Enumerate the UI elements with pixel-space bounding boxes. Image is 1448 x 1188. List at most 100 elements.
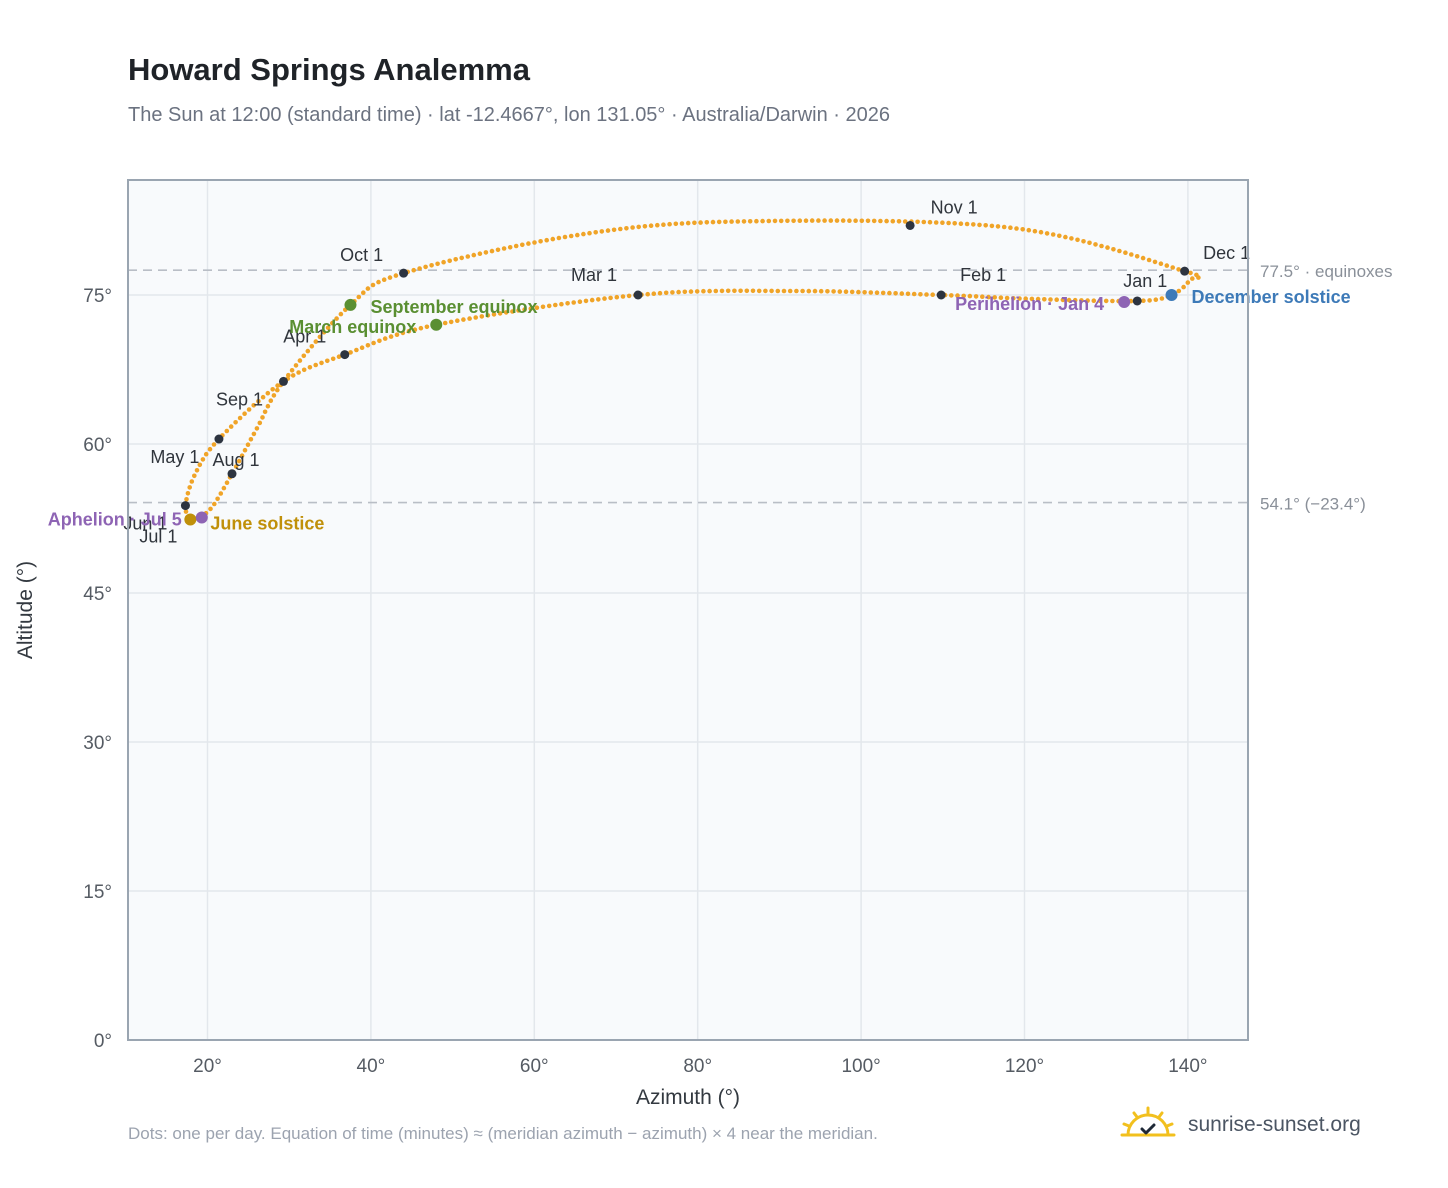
day-dot [927, 219, 933, 225]
day-dot [828, 218, 834, 223]
day-dot [532, 240, 537, 245]
special-point-label: September equinox [370, 297, 537, 317]
brand[interactable]: sunrise-sunset.org [1120, 1100, 1361, 1150]
day-dot [565, 301, 570, 306]
day-dot [503, 310, 509, 315]
x-tick-label: 80° [683, 1056, 712, 1077]
day-dot [224, 480, 230, 486]
chart-title: Howard Springs Analemma [128, 52, 530, 87]
day-dot [679, 221, 685, 226]
day-dot [698, 220, 703, 225]
day-dot [297, 358, 303, 363]
day-dot [485, 313, 491, 318]
day-dot [1017, 296, 1022, 301]
month-marker[interactable] [340, 350, 350, 360]
month-marker[interactable] [214, 434, 224, 444]
day-dot [1140, 255, 1146, 261]
day-dot [559, 301, 564, 307]
day-dot [406, 328, 412, 334]
day-dot [256, 398, 261, 404]
day-dot [620, 294, 626, 299]
special-point-marker[interactable] [1165, 289, 1178, 301]
day-dot [890, 218, 896, 224]
month-marker[interactable] [180, 501, 190, 511]
month-label: May 1 [150, 447, 199, 467]
day-dot [785, 218, 790, 224]
month-marker[interactable] [936, 290, 946, 300]
day-dot [961, 293, 966, 299]
day-dot [330, 320, 335, 326]
day-dot [973, 294, 979, 299]
day-dot [424, 324, 430, 330]
day-dot [246, 407, 252, 412]
day-dot [630, 225, 635, 230]
day-dot [417, 266, 422, 271]
special-point-marker[interactable] [344, 298, 357, 311]
day-dot [321, 330, 327, 335]
day-dot [538, 239, 543, 244]
day-dot [189, 479, 195, 484]
chart-subtitle: The Sun at 12:00 (standard time) · lat -… [128, 104, 890, 126]
special-point-marker[interactable] [1118, 295, 1131, 308]
day-dot [971, 222, 976, 227]
day-dot [313, 339, 319, 344]
day-dot [242, 447, 248, 453]
day-dot [1057, 233, 1062, 239]
day-dot [812, 288, 818, 294]
day-dot [1176, 288, 1182, 294]
day-dot [1066, 297, 1072, 303]
day-dot [880, 290, 886, 296]
month-marker[interactable] [1132, 296, 1142, 306]
day-dot [651, 291, 657, 297]
month-marker[interactable] [399, 268, 409, 278]
special-point-marker[interactable] [195, 511, 208, 524]
special-point-label: March equinox [289, 317, 416, 337]
month-label: Sep 1 [216, 389, 263, 409]
day-dot [556, 235, 562, 241]
special-point-marker[interactable] [430, 318, 443, 331]
day-dot [874, 290, 880, 296]
day-dot [207, 446, 213, 452]
day-dot [441, 259, 446, 265]
day-dot [215, 496, 220, 502]
month-marker[interactable] [633, 290, 643, 300]
day-dot [224, 428, 230, 434]
day-dot [911, 291, 917, 297]
day-dot [642, 224, 648, 229]
day-dot [992, 295, 997, 300]
day-dot [265, 390, 271, 396]
day-dot [192, 473, 197, 479]
day-dot [370, 282, 376, 288]
day-dot [896, 219, 902, 224]
day-dot [309, 344, 315, 349]
month-marker[interactable] [1180, 266, 1190, 276]
day-dot [670, 290, 675, 295]
plot-frame [127, 179, 1249, 1041]
day-dot [471, 252, 477, 258]
day-dot [270, 387, 276, 392]
day-dot [1054, 297, 1059, 303]
month-marker[interactable] [278, 376, 288, 386]
day-dot [1023, 296, 1028, 302]
month-marker[interactable] [227, 469, 237, 479]
month-label: Oct 1 [340, 245, 383, 265]
day-dot [946, 220, 951, 226]
x-tick-label: 40° [357, 1056, 386, 1077]
day-dot [1181, 284, 1186, 290]
day-dot [411, 267, 417, 273]
day-dot [262, 409, 268, 415]
day-dot [338, 311, 344, 317]
special-point-marker[interactable] [184, 513, 197, 526]
day-dot [701, 288, 706, 294]
day-dot [905, 291, 911, 297]
month-marker[interactable] [905, 220, 915, 230]
day-dot [655, 222, 660, 228]
day-dot [878, 218, 883, 224]
day-dot [837, 289, 843, 294]
day-dot [949, 293, 954, 298]
day-dot [822, 218, 827, 223]
day-dot [645, 291, 650, 297]
day-dot [1153, 297, 1159, 303]
reference-line-label: 54.1° (−23.4°) [1260, 495, 1366, 514]
day-dot [1110, 298, 1115, 304]
